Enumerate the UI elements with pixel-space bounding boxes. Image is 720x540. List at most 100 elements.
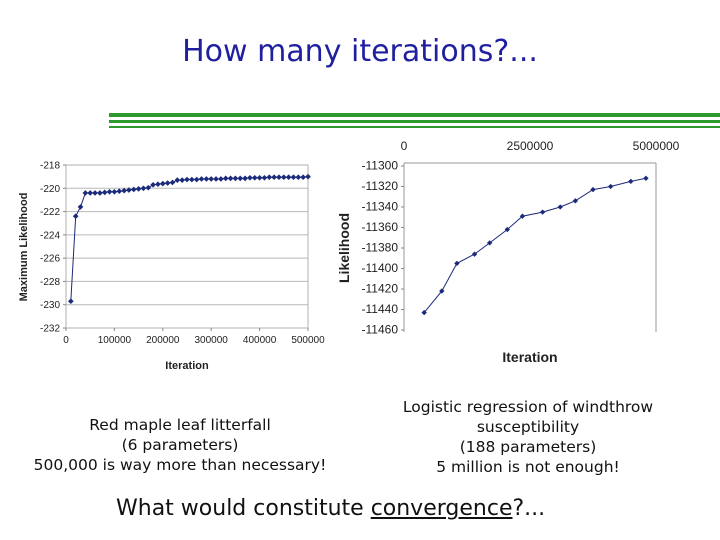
x-tick-label: 500000 (291, 335, 325, 346)
y-tick-label: -11360 (362, 220, 399, 234)
caption-line: susceptibility (476, 418, 580, 436)
maple-likelihood-chart: -218 -220 -222 -224 -226 -228 -230 -232 0 100000… (18, 161, 325, 373)
y-tick-label: -220 (40, 184, 60, 195)
data-point (504, 226, 511, 233)
data-point (77, 204, 84, 210)
x-tick-label: 400000 (243, 335, 277, 346)
series-line (70, 176, 309, 302)
data-point (285, 174, 292, 181)
data-point (590, 186, 596, 193)
data-point (247, 174, 253, 181)
title-rule-bottom (109, 126, 720, 128)
data-point (159, 180, 166, 187)
left-chart-caption: Red maple leaf litterfall (6 parameters)… (10, 415, 350, 475)
data-point (135, 186, 142, 192)
data-point (184, 176, 190, 183)
y-tick-label: -11300 (362, 159, 399, 173)
caption-line: 500,000 is way more than necessary! (33, 456, 327, 474)
data-point (126, 187, 132, 193)
plot-area-frame (65, 164, 309, 329)
caption-line: (188 parameters) (459, 438, 597, 456)
data-point (198, 176, 205, 182)
y-tick-label: -218 (40, 161, 60, 172)
x-tick-label: 200000 (146, 335, 180, 346)
slide-title: How many iterations?... (182, 34, 538, 69)
data-point (68, 298, 74, 305)
data-point (271, 174, 277, 181)
data-point (150, 181, 156, 188)
x-axis-label: Iteration (502, 349, 557, 365)
data-point (193, 176, 200, 183)
data-point (72, 213, 79, 220)
y-tick-label: -11460 (362, 323, 399, 337)
y-tick-label: -11400 (362, 261, 399, 275)
title-rule-top (109, 113, 720, 117)
data-point (280, 174, 287, 181)
data-point (572, 198, 579, 204)
caption-line: (6 parameters) (121, 436, 239, 454)
x-tick-label: 300000 (195, 335, 229, 346)
data-point (295, 174, 302, 181)
data-point (628, 178, 634, 185)
x-tick-label: 0 (63, 335, 69, 346)
caption-line: Red maple leaf litterfall (89, 416, 271, 434)
y-axis-label: Likelihood (336, 213, 352, 283)
y-tick-label: -11340 (362, 200, 399, 214)
x-tick-label: 100000 (98, 335, 132, 346)
data-point (189, 176, 195, 183)
data-point (140, 185, 147, 192)
data-point (82, 190, 89, 196)
data-point (145, 184, 152, 191)
data-point (237, 175, 244, 182)
y-tick-label: -230 (40, 300, 60, 311)
data-point (256, 174, 263, 181)
data-point (116, 188, 123, 195)
data-point (607, 183, 614, 190)
data-point (111, 188, 118, 195)
data-point (213, 176, 219, 182)
data-point (174, 177, 181, 183)
data-point (242, 175, 248, 182)
caption-line: 5 million is not enough! (436, 458, 620, 476)
data-point (557, 204, 563, 210)
data-point (232, 175, 239, 182)
data-point (222, 175, 229, 182)
right-chart-caption: Logistic regression of windthrow suscept… (368, 397, 688, 477)
data-point (290, 174, 297, 181)
title-rule-middle (109, 120, 720, 123)
data-point (169, 179, 176, 186)
y-tick-label: -222 (40, 207, 60, 218)
data-point (261, 174, 268, 181)
data-point (92, 190, 98, 196)
data-point (218, 176, 224, 182)
data-point (539, 209, 546, 215)
windthrow-likelihood-chart: -11300 -11320 -11340 -11360 -11380 -11400 -114… (336, 139, 680, 365)
data-point (203, 176, 210, 182)
x-axis-label: Iteration (165, 360, 209, 372)
convergence-term: convergence (370, 496, 513, 521)
y-tick-label: -11420 (362, 282, 399, 296)
data-point (305, 173, 311, 180)
data-point (101, 189, 108, 196)
data-point (106, 188, 113, 195)
data-point (300, 174, 306, 181)
y-tick-label: -11380 (362, 241, 399, 255)
y-tick-label: -226 (40, 254, 60, 265)
data-point (251, 174, 258, 181)
question-prefix: What would constitute (116, 496, 371, 521)
data-point (227, 175, 234, 182)
y-tick-label: -228 (40, 277, 60, 288)
data-point (179, 177, 185, 183)
y-axis-label: Maximum Likelihood (18, 193, 30, 302)
convergence-question: What would constitute convergence?... (116, 496, 545, 521)
y-tick-label: -224 (40, 230, 60, 241)
data-point (276, 174, 282, 181)
data-point (164, 180, 171, 186)
x-tick-label: 5000000 (633, 139, 680, 153)
data-point (130, 186, 137, 193)
x-tick-label: 0 (401, 139, 408, 153)
x-tick-label: 2500000 (507, 139, 554, 153)
data-point (454, 260, 460, 267)
data-point (266, 174, 273, 181)
y-tick-label: -11440 (362, 302, 399, 316)
